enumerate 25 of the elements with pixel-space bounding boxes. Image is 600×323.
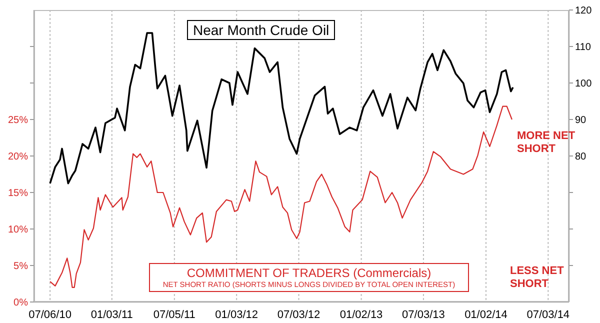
- x-tick-label: 07/05/11: [153, 308, 196, 321]
- annotation: COMMITMENT OF TRADERS (Commercials): [186, 266, 432, 280]
- y2-tick-label: 120: [575, 6, 592, 17]
- y-tick-label: 15%: [8, 188, 28, 200]
- y-tick-label: 25%: [8, 115, 28, 126]
- x-tick-label: 01/03/12: [215, 308, 258, 321]
- y-tick-label: 0%: [14, 298, 28, 309]
- annotation: MORE NET SHORT: [517, 130, 576, 155]
- y-tick-label: 5%: [14, 261, 28, 272]
- x-tick-label: 07/03/14: [526, 308, 570, 321]
- y2-tick-label: 110: [575, 42, 592, 54]
- line-series: [50, 106, 512, 288]
- annotation: Near Month Crude Oil: [187, 20, 336, 40]
- x-tick-label: 01/02/13: [340, 308, 383, 321]
- x-tick-label: 01/03/11: [90, 308, 133, 321]
- y2-tick-label: 80: [575, 152, 587, 163]
- x-tick-label: 07/03/12: [277, 308, 320, 321]
- y2-tick-label: 90: [575, 115, 587, 126]
- x-tick-label: 01/02/14: [464, 308, 508, 321]
- x-tick-label: 07/06/10: [28, 308, 72, 321]
- x-tick-label: 07/03/13: [402, 308, 445, 321]
- y-tick-label: 10%: [8, 224, 28, 236]
- annotation: LESS NET SHORT: [510, 265, 565, 291]
- y-tick-label: 20%: [8, 152, 28, 163]
- y2-tick-label: 100: [575, 78, 592, 90]
